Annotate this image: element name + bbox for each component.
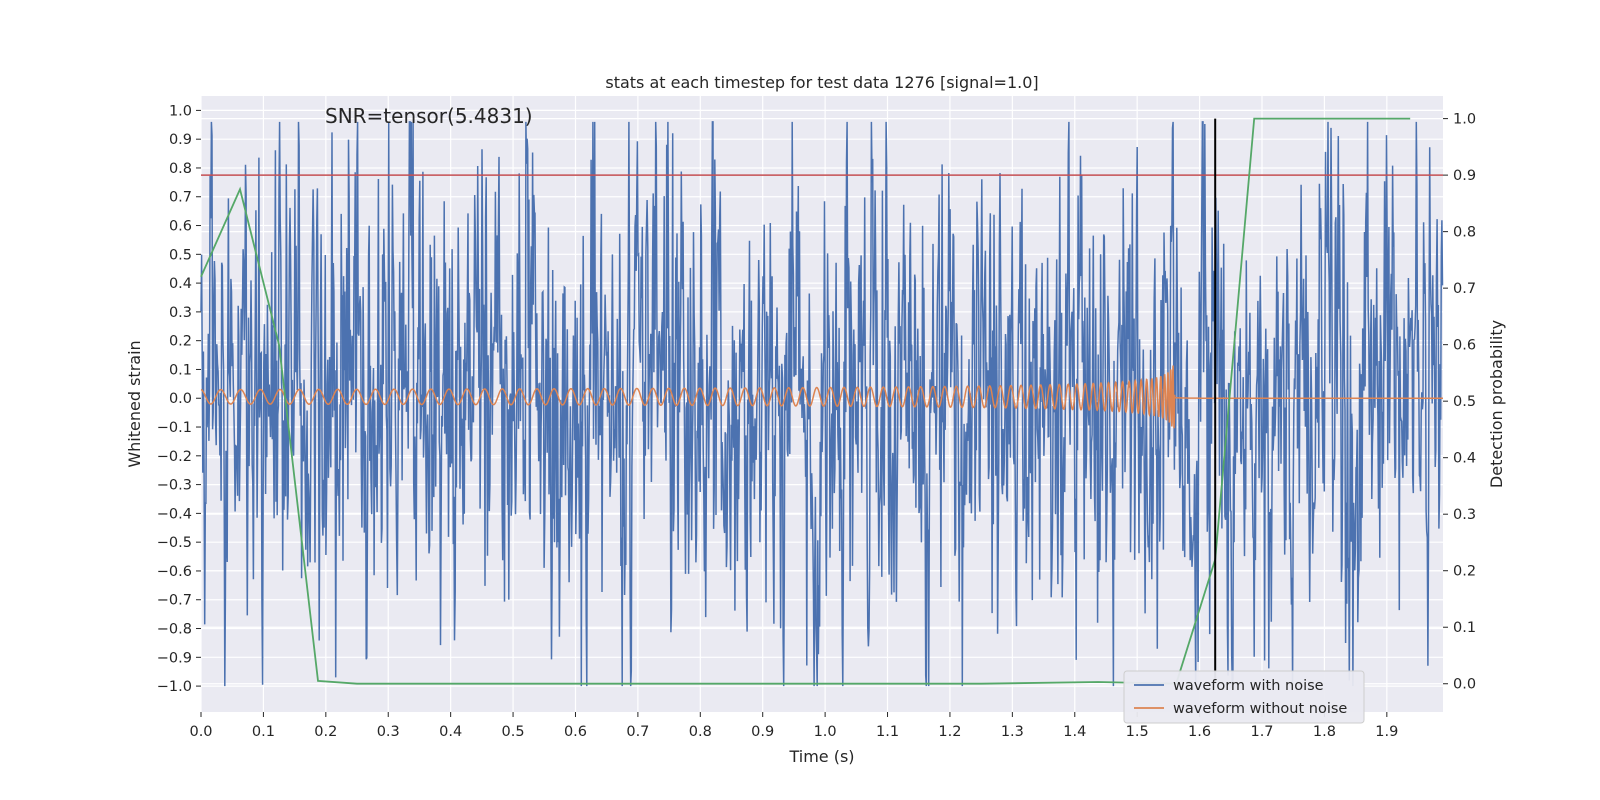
y-tick-label: 0.0: [169, 391, 192, 407]
y2-tick-label: 0.5: [1453, 394, 1476, 410]
legend-box: [1123, 670, 1365, 724]
y2-tick-label: 0.2: [1453, 564, 1476, 580]
y2-axis-label: Detection probability: [1487, 320, 1506, 488]
y2-tick-label: 0.0: [1453, 677, 1476, 693]
detection-probability-line: [200, 117, 1411, 685]
y-tick-label: −0.1: [157, 420, 192, 436]
x-tick-label: 0.7: [626, 724, 649, 740]
y-tick-label: −0.9: [157, 650, 192, 666]
y-axis-right: 0.0 0.1 0.2 0.3 0.4 0.5 0.6 0.7 0.8 0.9 1.0: [1443, 112, 1476, 693]
x-tick-label: 1.1: [876, 724, 899, 740]
x-tick-label: 1.6: [1188, 724, 1211, 740]
x-tick-label: 0.6: [564, 724, 587, 740]
y-tick-label: −0.3: [157, 478, 192, 494]
y-tick-label: 0.8: [169, 161, 192, 177]
y2-tick-label: 0.7: [1453, 281, 1476, 297]
x-tick-label: 1.7: [1250, 724, 1273, 740]
clean-waveform-line: [200, 365, 1443, 429]
y2-tick-label: 0.3: [1453, 507, 1476, 523]
x-tick-label: 0.5: [502, 724, 525, 740]
x-tick-label: 0.3: [377, 724, 400, 740]
x-tick-label: 1.0: [814, 724, 837, 740]
y-tick-label: 0.3: [169, 305, 192, 321]
x-tick-label: 0.1: [252, 724, 275, 740]
y-tick-label: −0.2: [157, 449, 192, 465]
y2-tick-label: 0.4: [1453, 451, 1476, 467]
y-tick-label: −1.0: [157, 679, 192, 695]
y2-tick-label: 0.6: [1453, 338, 1476, 354]
x-tick-label: 0.0: [189, 724, 212, 740]
y2-tick-label: 0.1: [1453, 620, 1476, 636]
x-tick-label: 1.5: [1126, 724, 1149, 740]
y-tick-label: 0.2: [169, 334, 192, 350]
legend: waveform with noise waveform without noi…: [1123, 670, 1365, 724]
x-tick-label: 0.8: [689, 724, 712, 740]
y2-tick-label: 0.9: [1453, 168, 1476, 184]
y-tick-label: −0.7: [157, 593, 192, 609]
legend-label-clean: waveform without noise: [1173, 701, 1347, 717]
y-tick-label: 0.5: [169, 247, 192, 263]
legend-label-noisy: waveform with noise: [1173, 678, 1324, 694]
x-tick-label: 1.2: [938, 724, 961, 740]
x-tick-label: 1.8: [1313, 724, 1336, 740]
x-tick-label: 0.4: [439, 724, 462, 740]
x-axis-label: Time (s): [788, 747, 854, 766]
x-tick-label: 1.3: [1001, 724, 1024, 740]
x-tick-label: 1.4: [1063, 724, 1086, 740]
x-axis: 0.0 0.1 0.2 0.3 0.4 0.5 0.6 0.7 0.8 0.9 1.0 1.1 1.2 1…: [189, 712, 1398, 740]
y-tick-label: 0.9: [169, 132, 192, 148]
y2-tick-label: 0.8: [1453, 225, 1476, 241]
y-tick-label: 0.7: [169, 190, 192, 206]
y-tick-label: −0.5: [157, 535, 192, 551]
y-tick-label: 1.0: [169, 103, 192, 119]
y-axis-left: 1.0 0.9 0.8 0.7 0.6 0.5 0.4 0.3 0.2 0.1 0.0 −0.1 −0.…: [157, 103, 201, 695]
y-tick-label: 0.4: [169, 276, 192, 292]
x-tick-label: 0.2: [314, 724, 337, 740]
y-tick-label: −0.8: [157, 622, 192, 638]
y-axis-label: Whitened strain: [125, 340, 144, 467]
chart-title: stats at each timestep for test data 127…: [605, 73, 1038, 92]
y-tick-label: 0.6: [169, 219, 192, 235]
x-tick-label: 1.9: [1375, 724, 1398, 740]
grid: [200, 96, 1443, 712]
snr-annotation: SNR=tensor(5.4831): [325, 104, 533, 128]
y-tick-label: −0.4: [157, 506, 192, 522]
series-layer: [200, 117, 1444, 689]
y2-tick-label: 1.0: [1453, 112, 1476, 128]
y-tick-label: 0.1: [169, 362, 192, 378]
y-tick-label: −0.6: [157, 564, 192, 580]
x-tick-label: 0.9: [751, 724, 774, 740]
